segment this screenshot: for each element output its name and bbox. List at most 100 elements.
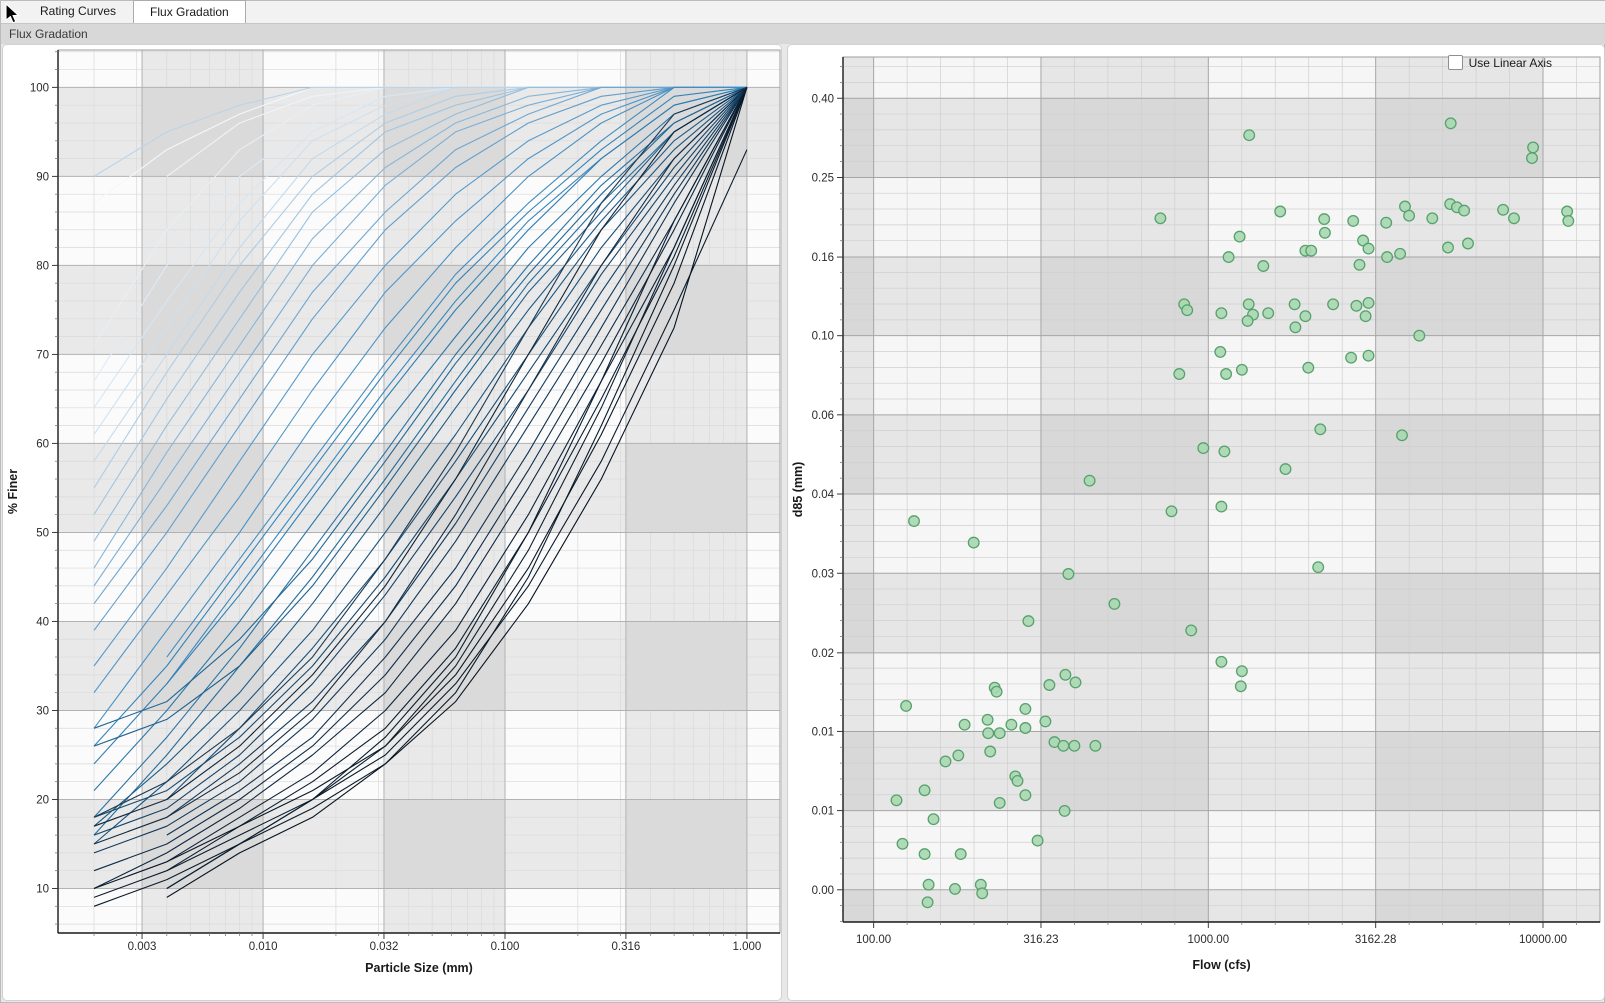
y-tick-label: 100 xyxy=(30,82,49,94)
y-tick-label: 0.00 xyxy=(812,885,834,897)
scatter-point xyxy=(1362,349,1375,362)
x-tick-label: 0.010 xyxy=(249,941,278,953)
scatter-point xyxy=(1043,679,1056,691)
x-tick-label: 0.316 xyxy=(611,941,640,953)
use-linear-axis-checkbox[interactable]: Use Linear Axis xyxy=(1447,55,1552,70)
gradation-curve xyxy=(93,87,748,890)
scatter-point xyxy=(1069,676,1082,689)
scatter-point xyxy=(1347,214,1360,227)
gradation-curve xyxy=(93,86,747,631)
scatter-point xyxy=(993,727,1006,740)
x-axis-title: Flow (cfs) xyxy=(1192,958,1250,972)
gradation-chart-surface[interactable]: 0.003 0.010 0.032 0.100 0.316 1.000 10 20 30 40 50… xyxy=(3,45,781,1000)
y-tick-label: 20 xyxy=(36,794,49,806)
gradation-curve xyxy=(166,87,748,863)
scatter-point xyxy=(1403,209,1416,222)
scatter-point xyxy=(1218,445,1231,458)
scatter-point xyxy=(927,813,940,826)
scatter-point xyxy=(952,749,965,762)
scatter-points xyxy=(890,117,1575,909)
scatter-point xyxy=(982,727,995,740)
scatter-point xyxy=(958,718,971,731)
y-tick-label: 0.06 xyxy=(812,410,834,422)
scatter-point xyxy=(1059,668,1072,681)
scatter-point xyxy=(918,848,931,861)
scatter-point xyxy=(1220,368,1233,380)
scatter-point xyxy=(1381,251,1394,264)
scatter-point xyxy=(1039,715,1052,728)
gradation-curve xyxy=(93,87,748,845)
y-tick-label: 0.03 xyxy=(812,568,834,580)
scatter-point xyxy=(890,794,903,807)
tab-flux-gradation[interactable]: Flux Gradation xyxy=(133,0,246,23)
scatter-point xyxy=(1357,234,1370,247)
gradation-curve xyxy=(93,86,748,818)
gradation-chart-card: 0.003 0.010 0.032 0.100 0.316 1.000 10 20 30 40 50… xyxy=(2,44,782,1001)
scatter-point xyxy=(1462,237,1474,250)
scatter-point xyxy=(1062,568,1075,580)
y-tick-label: 30 xyxy=(36,705,49,717)
gradation-curve xyxy=(166,87,748,889)
y-tick-label: 0.04 xyxy=(812,489,835,501)
gradation-curve xyxy=(93,87,748,907)
scatter-point xyxy=(1312,561,1325,574)
scatter-point xyxy=(1318,213,1331,226)
y-tick-label: 60 xyxy=(36,438,49,450)
scatter-point xyxy=(1031,834,1044,847)
shaded-bands xyxy=(843,57,1600,922)
gradation-curve xyxy=(166,87,748,836)
scatter-point xyxy=(1214,345,1227,358)
scatter-point xyxy=(1359,310,1372,323)
scatter-point xyxy=(1394,247,1407,260)
tab-rating-curves[interactable]: Rating Curves xyxy=(40,4,117,18)
flux-scatter-card: Use Linear Axis 100.00 316.23 1000.00 3162.… xyxy=(787,44,1605,1001)
scatter-point xyxy=(1215,307,1228,320)
scatter-point xyxy=(1019,789,1032,802)
scatter-point xyxy=(1019,722,1032,734)
scatter-point xyxy=(1165,505,1178,518)
gradation-curve xyxy=(93,87,748,872)
gradation-curve xyxy=(166,87,748,898)
scatter-point xyxy=(1508,212,1520,225)
scatter-point xyxy=(1089,739,1102,752)
x-tick-label: 0.032 xyxy=(370,941,399,953)
flux-scatter-chart-surface[interactable]: 100.00 316.23 1000.00 3162.28 10000.00 0.40 0.… xyxy=(788,45,1604,1000)
checkbox-box-icon[interactable] xyxy=(1447,55,1463,70)
y-tick-label: 0.02 xyxy=(812,648,834,660)
x-tick-label: 0.003 xyxy=(128,941,157,953)
scatter-point xyxy=(1526,152,1538,165)
scatter-point xyxy=(1257,260,1270,272)
gradation-curve xyxy=(166,87,748,800)
scatter-point xyxy=(1497,203,1510,216)
scatter-point xyxy=(1458,204,1471,217)
x-tick-label: 10000.00 xyxy=(1519,934,1567,946)
scatter-point xyxy=(993,796,1006,809)
major-gridlines xyxy=(843,57,1600,922)
scatter-point xyxy=(1011,774,1024,787)
scatter-point xyxy=(1305,244,1318,257)
scatter-point xyxy=(1242,298,1255,311)
axis-ticks-and-labels: 0.003 0.010 0.032 0.100 0.316 1.000 10 20 30 40 50… xyxy=(30,51,761,953)
scatter-point xyxy=(1444,117,1457,130)
scatter-point xyxy=(1108,597,1121,610)
x-tick-label: 0.100 xyxy=(491,941,520,953)
scatter-point xyxy=(1243,129,1256,142)
scatter-point xyxy=(1327,298,1340,311)
scatter-point xyxy=(1185,624,1198,637)
scatter-point xyxy=(1299,310,1312,323)
gradation-curve xyxy=(166,87,748,872)
scatter-point xyxy=(1380,216,1393,229)
scatter-point xyxy=(1396,429,1408,442)
scatter-point xyxy=(1442,241,1454,254)
gradation-curve xyxy=(93,86,748,836)
y-tick-label: 50 xyxy=(36,527,49,539)
scatter-point xyxy=(1215,500,1228,513)
scatter-point xyxy=(1173,368,1186,380)
x-axis-title: Particle Size (mm) xyxy=(365,961,473,975)
scatter-point xyxy=(1057,739,1070,752)
scatter-point xyxy=(1233,230,1246,243)
y-tick-label: 0.25 xyxy=(812,173,834,185)
scatter-point xyxy=(1288,298,1301,311)
scatter-point xyxy=(1314,423,1327,436)
